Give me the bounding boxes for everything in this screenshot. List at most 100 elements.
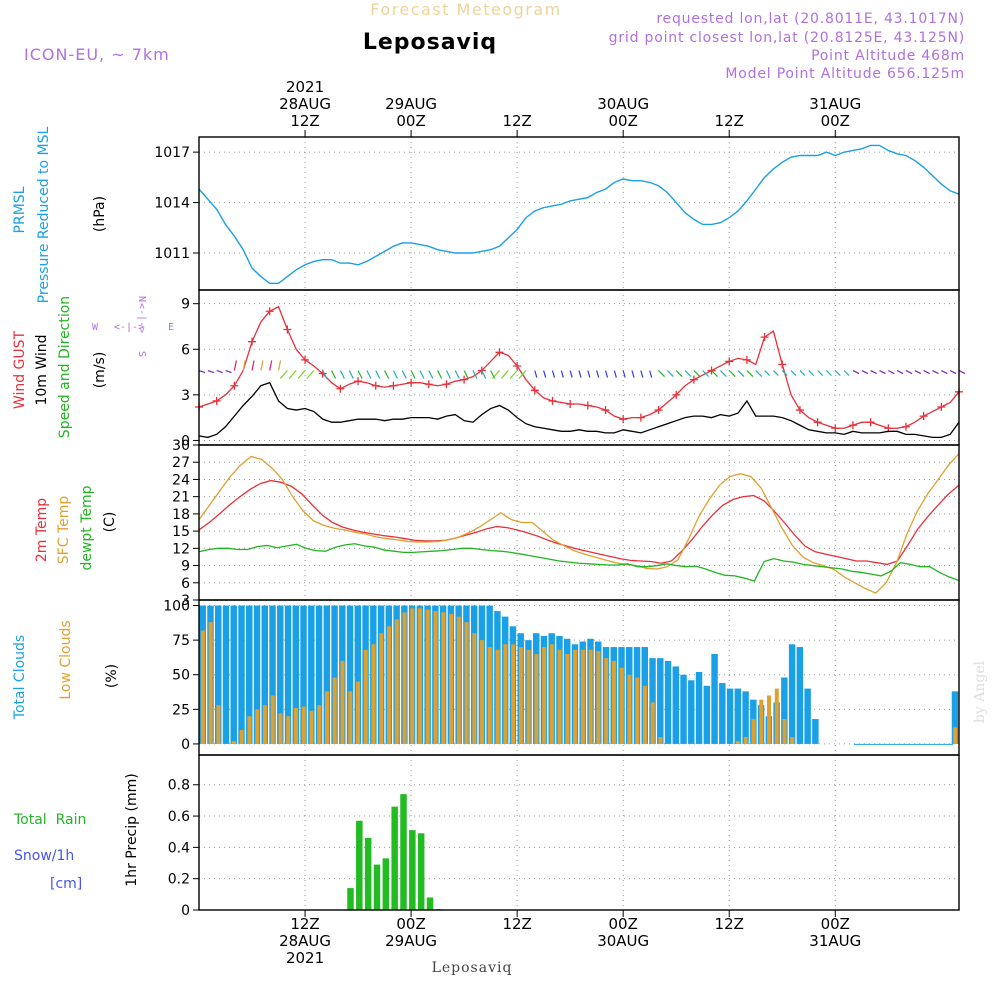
wind-arrow bbox=[905, 370, 913, 375]
low-cloud-bar bbox=[495, 649, 500, 744]
wind-arrow bbox=[622, 370, 626, 378]
wind-arrow bbox=[852, 370, 860, 375]
total-cloud-bar bbox=[238, 605, 245, 744]
low-cloud-bar bbox=[433, 611, 438, 744]
total-cloud-bar bbox=[719, 683, 726, 744]
clouds-low-label: Low Clouds bbox=[58, 620, 74, 699]
low-cloud-bar bbox=[239, 730, 244, 744]
gust-marker bbox=[212, 396, 221, 405]
top-tick-label: 00Z bbox=[821, 112, 850, 130]
pressure-unit: (hPa) bbox=[92, 196, 108, 232]
snow-unit: [cm] bbox=[50, 876, 82, 892]
wind-arrow bbox=[384, 370, 390, 379]
gust-marker bbox=[778, 360, 787, 369]
gust-marker bbox=[495, 348, 504, 357]
wind-arrow bbox=[560, 370, 564, 378]
y-tick-label: 0.6 bbox=[168, 809, 190, 825]
y-tick-label: 50 bbox=[172, 668, 190, 684]
low-cloud-bar bbox=[425, 609, 430, 744]
wind-arrow bbox=[932, 370, 939, 375]
wind-arrow bbox=[428, 370, 434, 379]
wind-arrow bbox=[279, 370, 288, 379]
temp-dew-label: dewpt Temp bbox=[79, 485, 95, 570]
wind-arrow bbox=[534, 370, 538, 378]
total-cloud-bar bbox=[695, 671, 703, 744]
y-tick-label: 21 bbox=[172, 490, 190, 506]
top-tick-label: 00Z bbox=[396, 112, 425, 130]
low-cloud-bar bbox=[278, 713, 283, 744]
gust-marker bbox=[636, 413, 645, 422]
y-tick-label: 1017 bbox=[154, 145, 190, 161]
wind-arrow bbox=[288, 370, 297, 379]
low-cloud-bar bbox=[549, 644, 554, 744]
total-cloud-bar bbox=[734, 688, 742, 744]
svg-text:<-|->: <-|-> bbox=[114, 322, 144, 333]
gust-marker bbox=[672, 390, 681, 399]
y-tick-label: 0 bbox=[181, 737, 190, 753]
low-cloud-bar bbox=[611, 660, 616, 744]
low-cloud-bar bbox=[743, 737, 748, 744]
rain-bar bbox=[382, 858, 390, 910]
temp-line bbox=[198, 453, 960, 594]
total-cloud-bar bbox=[742, 691, 749, 744]
gust-marker bbox=[601, 406, 610, 415]
wind-arrow bbox=[348, 370, 354, 379]
gust-marker bbox=[442, 380, 451, 389]
wind-arrow bbox=[737, 370, 745, 377]
low-cloud-bar bbox=[627, 674, 632, 744]
low-cloud-bar bbox=[953, 727, 958, 744]
rain-bar bbox=[373, 864, 381, 910]
low-cloud-bar bbox=[309, 710, 314, 744]
low-cloud-bar bbox=[387, 626, 392, 744]
total-cloud-bar bbox=[649, 658, 656, 744]
low-cloud-bar bbox=[332, 677, 337, 744]
low-cloud-bar bbox=[782, 719, 787, 744]
low-cloud-bar bbox=[418, 608, 423, 744]
y-tick-label: 15 bbox=[172, 524, 190, 540]
top-tick-label: 2021 bbox=[286, 78, 324, 96]
wind-arrow bbox=[445, 370, 451, 379]
wind-arrow bbox=[569, 370, 573, 378]
temp-line bbox=[198, 479, 960, 566]
low-cloud-bar bbox=[324, 691, 329, 744]
svg-text:<-|->: <-|-> bbox=[136, 303, 147, 333]
low-cloud-bar bbox=[588, 649, 593, 744]
total-cloud-bar bbox=[315, 605, 323, 744]
wind-arrow bbox=[870, 370, 877, 375]
total-cloud-bar bbox=[300, 605, 307, 744]
low-cloud-bar bbox=[363, 649, 368, 744]
wind-arrow bbox=[454, 370, 460, 379]
low-cloud-bar bbox=[355, 681, 361, 744]
pressure-line bbox=[198, 144, 960, 284]
gust-marker bbox=[760, 333, 769, 342]
low-cloud-bar bbox=[573, 649, 578, 744]
gust-marker bbox=[848, 421, 857, 430]
low-cloud-bar bbox=[790, 737, 795, 744]
gust-marker bbox=[707, 366, 716, 375]
wind-unit: (m/s) bbox=[92, 352, 108, 389]
low-cloud-bar bbox=[487, 647, 492, 744]
wind-arrow bbox=[604, 370, 609, 378]
low-cloud-bar bbox=[456, 616, 461, 744]
compass-s: S bbox=[136, 351, 147, 357]
wind10-label: 10m Wind bbox=[34, 334, 50, 405]
point-altitude: Point Altitude 468m bbox=[811, 48, 965, 64]
wind-arrow bbox=[808, 370, 815, 376]
wind-arrow bbox=[198, 369, 206, 374]
low-cloud-bar bbox=[526, 649, 531, 744]
pressure-panel: 1011 1014 1017 bbox=[154, 137, 959, 290]
wind-arrow bbox=[297, 370, 306, 379]
total-cloud-bar bbox=[292, 605, 300, 744]
total-cloud-bar bbox=[781, 677, 788, 744]
temp-sfc-label: SFC Temp bbox=[56, 496, 72, 565]
y-tick-label: 27 bbox=[172, 455, 190, 471]
low-cloud-bar bbox=[518, 647, 523, 744]
panel-frame bbox=[198, 754, 960, 911]
total-cloud-bar bbox=[664, 660, 672, 744]
y-tick-label: 0.8 bbox=[168, 778, 190, 794]
y-tick-label: 1014 bbox=[154, 196, 190, 212]
wind-arrow bbox=[578, 370, 582, 378]
gust-marker bbox=[513, 361, 522, 370]
low-cloud-bar bbox=[735, 741, 741, 744]
